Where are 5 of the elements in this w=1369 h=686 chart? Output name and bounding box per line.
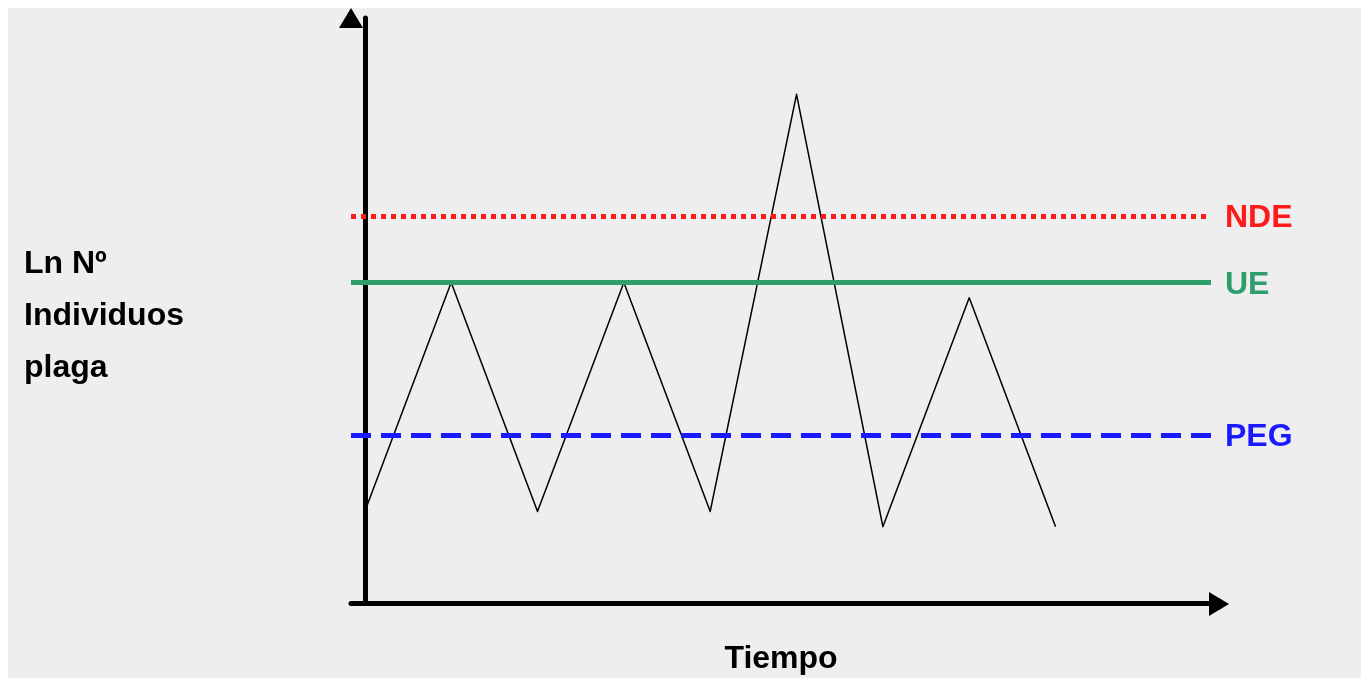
ref-line-label: PEG — [1225, 417, 1293, 454]
y-axis-title: Ln Nº Individuos plaga — [24, 244, 184, 384]
ref-line-label: UE — [1225, 264, 1270, 301]
ref-line-label: NDE — [1225, 198, 1293, 235]
x-axis-title: Tiempo — [724, 639, 838, 675]
